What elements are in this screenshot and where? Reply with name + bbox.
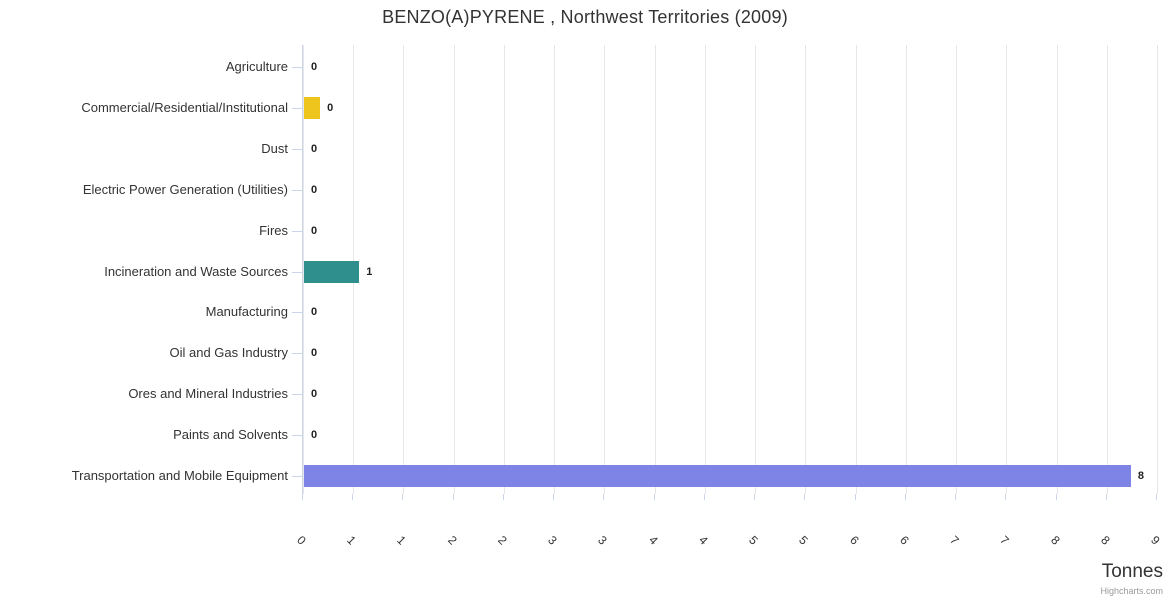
x-tick-label: 5	[796, 533, 812, 548]
category-label: Agriculture	[225, 59, 288, 75]
x-tick-label: 6	[846, 533, 862, 548]
bottom-tick	[603, 494, 605, 500]
bottom-tick	[352, 494, 354, 500]
bar-value-label: 0	[311, 143, 318, 156]
bar[interactable]	[304, 97, 321, 120]
bottom-tick	[854, 494, 856, 500]
bottom-tick	[703, 494, 705, 500]
x-gridline	[1106, 45, 1108, 494]
bottom-tick	[452, 494, 454, 500]
plot-area: 0 0 0 0 0 1 0 0 0 0 8	[302, 45, 1159, 494]
category-label: Incineration and Waste Sources	[104, 263, 288, 279]
bar[interactable]	[304, 260, 360, 283]
x-tick-label: 3	[595, 533, 611, 548]
x-tick-label: 2	[444, 533, 460, 548]
category-label: Ores and Mineral Industries	[128, 385, 288, 401]
x-tick-label: 9	[1148, 533, 1163, 548]
category-tick	[292, 271, 302, 273]
category-tick	[292, 149, 302, 151]
bar[interactable]	[304, 464, 1131, 487]
x-gridline	[905, 45, 907, 494]
x-tick-label: 0	[294, 533, 309, 548]
category-label: Transportation and Mobile Equipment	[71, 467, 288, 483]
bar-value-label: 0	[311, 306, 318, 319]
bottom-tick	[955, 494, 957, 500]
x-gridline	[1006, 45, 1008, 494]
bottom-tick	[1005, 494, 1007, 500]
highcharts-credits-link[interactable]: Highcharts.com	[1100, 586, 1163, 596]
x-axis-title: Tonnes	[1101, 561, 1163, 582]
bar-value-label: 0	[311, 428, 318, 441]
x-gridline	[654, 45, 656, 494]
x-tick-label: 4	[695, 533, 711, 548]
bottom-tick	[302, 494, 303, 500]
category-tick	[292, 475, 302, 477]
bar-value-label: 0	[311, 224, 318, 237]
category-tick	[292, 434, 302, 436]
x-tick-label: 7	[997, 533, 1013, 548]
x-gridline	[755, 45, 757, 494]
bottom-tick	[1055, 494, 1057, 500]
x-tick-label: 8	[1097, 533, 1113, 548]
category-tick	[292, 230, 302, 232]
category-tick	[292, 189, 302, 191]
x-tick-label: 4	[645, 533, 661, 548]
x-gridline	[704, 45, 706, 494]
bar-value-label: 0	[311, 387, 318, 400]
bottom-tick	[502, 494, 504, 500]
x-gridline	[604, 45, 606, 494]
bottom-tick	[402, 494, 404, 500]
x-tick-label: 1	[344, 533, 359, 548]
x-tick-label: 1	[394, 533, 410, 548]
bottom-tick	[804, 494, 806, 500]
bar-value-label: 0	[311, 61, 318, 74]
x-gridline	[805, 45, 807, 494]
bottom-tick	[553, 494, 555, 500]
bar-value-label: 1	[366, 265, 373, 278]
x-gridline	[1156, 45, 1158, 494]
bar-value-label: 0	[311, 347, 318, 360]
x-tick-label: 8	[1047, 533, 1063, 548]
category-tick	[292, 353, 302, 355]
category-label: Electric Power Generation (Utilities)	[82, 181, 288, 197]
category-label: Dust	[261, 141, 288, 157]
x-gridline	[503, 45, 505, 494]
bottom-tick	[1155, 494, 1157, 500]
category-tick	[292, 67, 302, 69]
x-gridline	[855, 45, 857, 494]
category-label: Manufacturing	[205, 304, 288, 320]
category-tick	[292, 393, 302, 395]
x-gridline	[1056, 45, 1058, 494]
x-gridline	[956, 45, 958, 494]
bottom-tick	[653, 494, 655, 500]
x-gridline	[403, 45, 405, 494]
category-label: Paints and Solvents	[173, 426, 288, 442]
x-tick-label: 5	[746, 533, 761, 548]
bar-value-label: 0	[311, 183, 318, 196]
x-tick-label: 7	[947, 533, 962, 548]
chart-title: BENZO(A)PYRENE , Northwest Territories (…	[382, 7, 788, 27]
category-label: Fires	[259, 222, 288, 238]
x-gridline	[554, 45, 556, 494]
bar-value-label: 0	[327, 102, 334, 115]
bottom-tick	[754, 494, 756, 500]
x-tick-label: 3	[545, 533, 560, 548]
bottom-tick	[1105, 494, 1107, 500]
x-gridline	[303, 45, 304, 494]
bar-value-label: 8	[1137, 469, 1144, 482]
bottom-tick	[904, 494, 906, 500]
x-tick-label: 2	[495, 533, 510, 548]
x-tick-label: 6	[896, 533, 912, 548]
category-tick	[292, 108, 302, 110]
category-tick	[292, 312, 302, 314]
category-label: Oil and Gas Industry	[169, 345, 289, 361]
x-gridline	[453, 45, 455, 494]
category-label: Commercial/Residential/Institutional	[81, 100, 288, 116]
